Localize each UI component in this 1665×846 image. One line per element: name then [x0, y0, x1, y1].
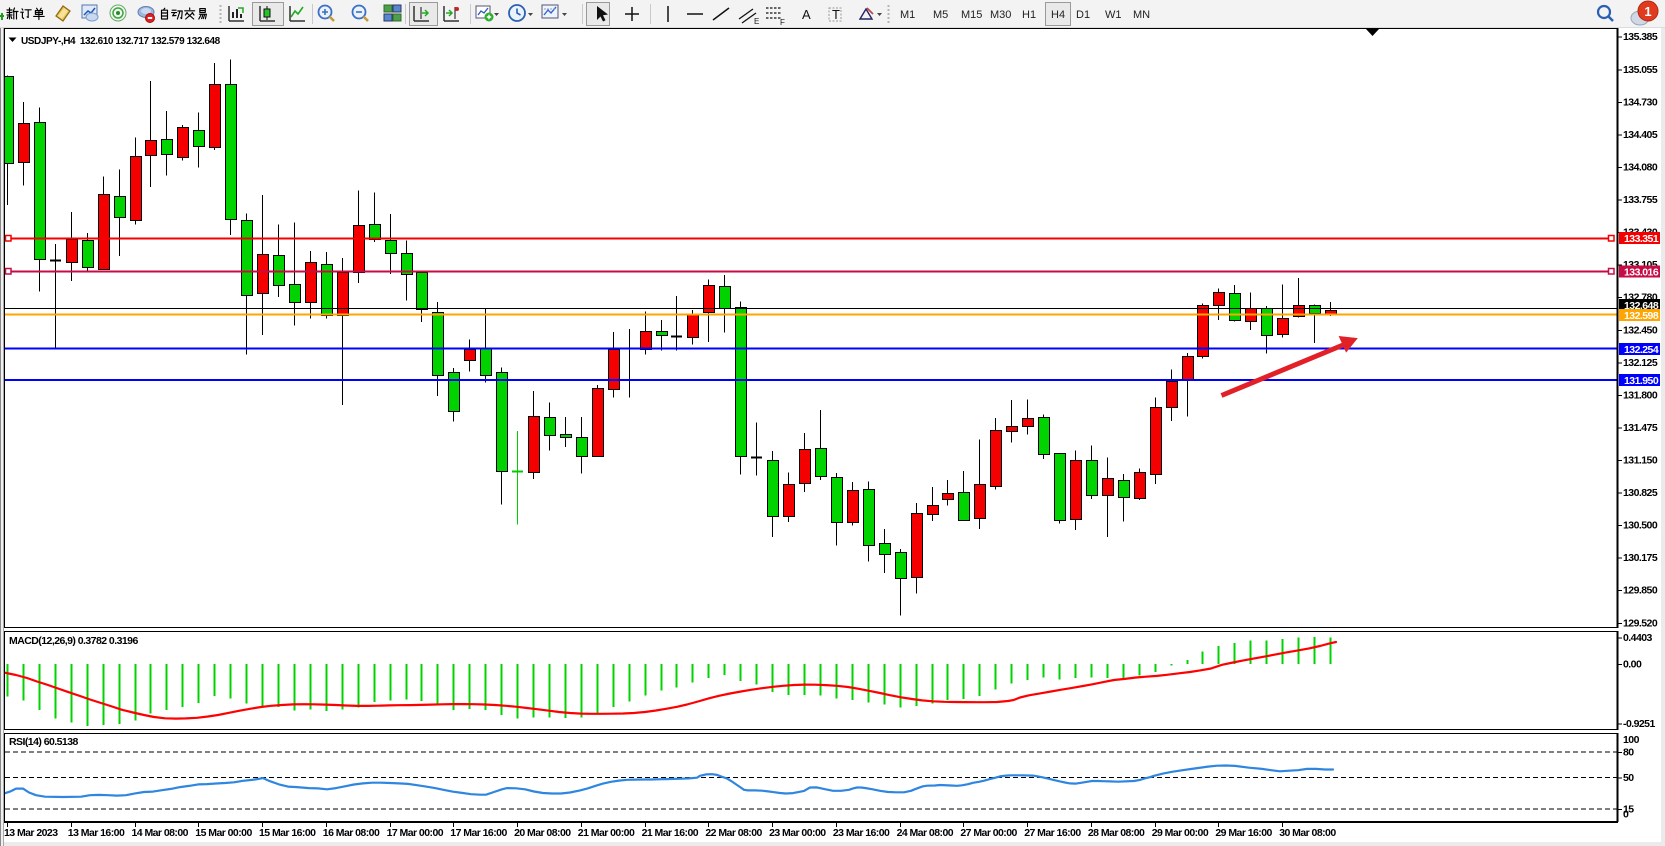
svg-text:15 Mar 00:00: 15 Mar 00:00	[195, 827, 252, 839]
svg-text:29 Mar 16:00: 29 Mar 16:00	[1215, 827, 1272, 839]
svg-text:M30: M30	[990, 9, 1011, 21]
svg-text:130.825: 130.825	[1623, 487, 1658, 499]
svg-text:27 Mar 16:00: 27 Mar 16:00	[1024, 827, 1081, 839]
svg-text:135.385: 135.385	[1623, 31, 1658, 43]
svg-text:RSI(14) 60.5138: RSI(14) 60.5138	[9, 736, 79, 748]
svg-text:132.598: 132.598	[1624, 310, 1659, 322]
svg-text:23 Mar 00:00: 23 Mar 00:00	[769, 827, 826, 839]
svg-text:50: 50	[1623, 772, 1634, 784]
svg-text:13 Mar 2023: 13 Mar 2023	[4, 827, 58, 839]
svg-text:27 Mar 00:00: 27 Mar 00:00	[960, 827, 1017, 839]
svg-text:100: 100	[1623, 734, 1640, 746]
svg-text:F: F	[780, 18, 785, 27]
svg-text:H1: H1	[1022, 9, 1036, 21]
svg-text:M1: M1	[900, 9, 915, 21]
svg-text:M15: M15	[961, 9, 982, 21]
svg-text:135.055: 135.055	[1623, 64, 1658, 76]
svg-text:0.4403: 0.4403	[1623, 632, 1653, 644]
svg-text:129.850: 129.850	[1623, 585, 1658, 597]
svg-text:133.016: 133.016	[1624, 267, 1659, 279]
svg-text:MACD(12,26,9) 0.3782 0.3196: MACD(12,26,9) 0.3782 0.3196	[9, 635, 138, 647]
svg-text:28 Mar 08:00: 28 Mar 08:00	[1088, 827, 1145, 839]
svg-text:131.475: 131.475	[1623, 422, 1658, 434]
svg-text:30 Mar 08:00: 30 Mar 08:00	[1279, 827, 1336, 839]
svg-text:133.755: 133.755	[1623, 194, 1658, 206]
svg-text:17 Mar 00:00: 17 Mar 00:00	[387, 827, 444, 839]
svg-text:0: 0	[1623, 808, 1629, 820]
svg-text:23 Mar 16:00: 23 Mar 16:00	[833, 827, 890, 839]
svg-text:129.520: 129.520	[1623, 618, 1658, 630]
svg-text:D1: D1	[1076, 9, 1090, 21]
svg-text:W1: W1	[1105, 9, 1122, 21]
svg-text:80: 80	[1623, 747, 1634, 759]
svg-text:1: 1	[1644, 4, 1651, 19]
svg-text:22 Mar 08:00: 22 Mar 08:00	[705, 827, 762, 839]
svg-text:132.125: 132.125	[1623, 357, 1658, 369]
svg-text:24 Mar 08:00: 24 Mar 08:00	[897, 827, 954, 839]
svg-text:131.950: 131.950	[1624, 375, 1659, 387]
svg-text:0.00: 0.00	[1623, 659, 1642, 671]
svg-text:T: T	[832, 7, 840, 22]
svg-text:15: 15	[1623, 804, 1634, 816]
svg-text:13 Mar 16:00: 13 Mar 16:00	[68, 827, 125, 839]
svg-text:21 Mar 16:00: 21 Mar 16:00	[642, 827, 699, 839]
svg-text:MN: MN	[1133, 9, 1150, 21]
svg-text:132.254: 132.254	[1624, 344, 1659, 356]
svg-text:134.405: 134.405	[1623, 129, 1658, 141]
svg-text:131.150: 131.150	[1623, 455, 1658, 467]
svg-text:130.500: 130.500	[1623, 520, 1658, 532]
svg-text:131.800: 131.800	[1623, 390, 1658, 402]
svg-text:132.648: 132.648	[1624, 300, 1659, 312]
svg-text:130.175: 130.175	[1623, 552, 1658, 564]
svg-text:17 Mar 16:00: 17 Mar 16:00	[450, 827, 507, 839]
svg-text:14 Mar 08:00: 14 Mar 08:00	[132, 827, 189, 839]
svg-text:E: E	[754, 17, 759, 26]
svg-text:134.080: 134.080	[1623, 161, 1658, 173]
svg-text:132.450: 132.450	[1623, 325, 1658, 337]
svg-text:133.351: 133.351	[1624, 233, 1659, 245]
svg-text:134.730: 134.730	[1623, 96, 1658, 108]
svg-text:M5: M5	[933, 9, 948, 21]
svg-text:USDJPY-,H4 132.610 132.717 13: USDJPY-,H4 132.610 132.717 132.579 132.6…	[21, 36, 221, 47]
svg-text:15 Mar 16:00: 15 Mar 16:00	[259, 827, 316, 839]
svg-text:-0.9251: -0.9251	[1623, 718, 1655, 730]
svg-text:16 Mar 08:00: 16 Mar 08:00	[323, 827, 380, 839]
svg-text:A: A	[802, 7, 811, 22]
svg-text:29 Mar 00:00: 29 Mar 00:00	[1152, 827, 1209, 839]
svg-text:21 Mar 00:00: 21 Mar 00:00	[578, 827, 635, 839]
svg-text:H4: H4	[1051, 9, 1065, 21]
svg-text:20 Mar 08:00: 20 Mar 08:00	[514, 827, 571, 839]
